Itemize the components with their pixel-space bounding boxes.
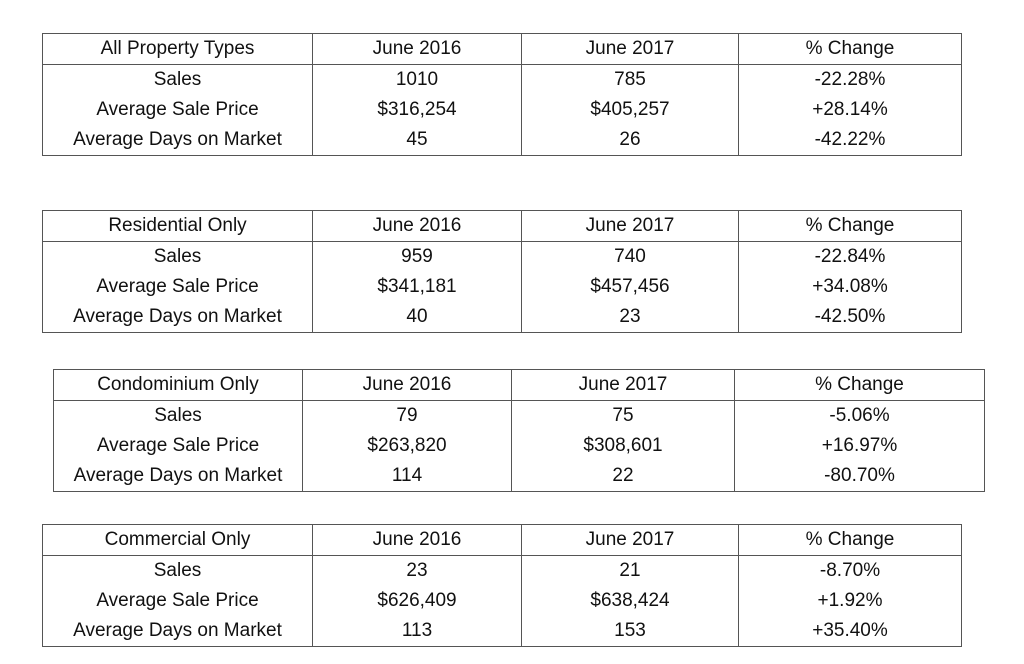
table-all-property-types: All Property Types June 2016 June 2017 %…: [42, 33, 962, 156]
table-row-average-days-on-market: Average Days on Market 113 153 +35.40%: [42, 616, 962, 647]
value-june-2017: $308,601: [511, 431, 735, 461]
value-june-2016: 79: [302, 400, 512, 431]
column-header-percent-change: % Change: [738, 33, 962, 65]
column-header-june-2017: June 2017: [521, 524, 739, 556]
value-percent-change: -8.70%: [738, 555, 962, 586]
value-june-2017: 785: [521, 64, 739, 95]
table-row-average-sale-price: Average Sale Price $626,409 $638,424 +1.…: [42, 586, 962, 616]
value-percent-change: +16.97%: [734, 431, 985, 461]
row-label: Sales: [42, 64, 313, 95]
value-june-2017: 21: [521, 555, 739, 586]
value-percent-change: +34.08%: [738, 272, 962, 302]
value-june-2016: 23: [312, 555, 522, 586]
value-june-2017: $457,456: [521, 272, 739, 302]
column-header-june-2016: June 2016: [312, 33, 522, 65]
column-header-percent-change: % Change: [738, 210, 962, 242]
value-june-2016: 40: [312, 302, 522, 333]
value-june-2016: 113: [312, 616, 522, 647]
column-header-june-2017: June 2017: [521, 210, 739, 242]
value-june-2017: 22: [511, 461, 735, 492]
value-june-2016: $626,409: [312, 586, 522, 616]
table-row-average-sale-price: Average Sale Price $263,820 $308,601 +16…: [53, 431, 985, 461]
value-june-2017: $638,424: [521, 586, 739, 616]
value-june-2016: $316,254: [312, 95, 522, 125]
table-commercial-only: Commercial Only June 2016 June 2017 % Ch…: [42, 524, 962, 647]
table-row-average-days-on-market: Average Days on Market 40 23 -42.50%: [42, 302, 962, 333]
table-title: All Property Types: [42, 33, 313, 65]
table-row-average-sale-price: Average Sale Price $316,254 $405,257 +28…: [42, 95, 962, 125]
row-label: Average Sale Price: [42, 272, 313, 302]
value-percent-change: +1.92%: [738, 586, 962, 616]
value-june-2017: 75: [511, 400, 735, 431]
table-row-sales: Sales 959 740 -22.84%: [42, 241, 962, 272]
value-percent-change: +28.14%: [738, 95, 962, 125]
value-june-2016: 45: [312, 125, 522, 156]
value-percent-change: -42.22%: [738, 125, 962, 156]
column-header-june-2016: June 2016: [312, 210, 522, 242]
value-percent-change: -22.84%: [738, 241, 962, 272]
row-label: Average Days on Market: [42, 125, 313, 156]
table-header-row: Residential Only June 2016 June 2017 % C…: [42, 210, 962, 242]
row-label: Average Sale Price: [42, 586, 313, 616]
column-header-june-2016: June 2016: [302, 369, 512, 401]
column-header-percent-change: % Change: [734, 369, 985, 401]
table-row-sales: Sales 1010 785 -22.28%: [42, 64, 962, 95]
value-percent-change: -5.06%: [734, 400, 985, 431]
table-row-average-sale-price: Average Sale Price $341,181 $457,456 +34…: [42, 272, 962, 302]
row-label: Sales: [42, 241, 313, 272]
value-percent-change: -80.70%: [734, 461, 985, 492]
table-header-row: All Property Types June 2016 June 2017 %…: [42, 33, 962, 65]
value-june-2016: 114: [302, 461, 512, 492]
table-header-row: Condominium Only June 2016 June 2017 % C…: [53, 369, 985, 401]
value-june-2016: $341,181: [312, 272, 522, 302]
value-june-2017: 153: [521, 616, 739, 647]
column-header-june-2017: June 2017: [521, 33, 739, 65]
table-title: Condominium Only: [53, 369, 303, 401]
column-header-june-2016: June 2016: [312, 524, 522, 556]
table-row-sales: Sales 23 21 -8.70%: [42, 555, 962, 586]
row-label: Average Days on Market: [42, 616, 313, 647]
row-label: Average Days on Market: [53, 461, 303, 492]
table-row-sales: Sales 79 75 -5.06%: [53, 400, 985, 431]
table-title: Commercial Only: [42, 524, 313, 556]
row-label: Average Days on Market: [42, 302, 313, 333]
table-header-row: Commercial Only June 2016 June 2017 % Ch…: [42, 524, 962, 556]
column-header-percent-change: % Change: [738, 524, 962, 556]
value-june-2017: 23: [521, 302, 739, 333]
value-june-2016: 1010: [312, 64, 522, 95]
value-june-2016: $263,820: [302, 431, 512, 461]
column-header-june-2017: June 2017: [511, 369, 735, 401]
row-label: Average Sale Price: [53, 431, 303, 461]
value-percent-change: -42.50%: [738, 302, 962, 333]
value-june-2017: $405,257: [521, 95, 739, 125]
table-row-average-days-on-market: Average Days on Market 114 22 -80.70%: [53, 461, 985, 492]
value-percent-change: +35.40%: [738, 616, 962, 647]
value-percent-change: -22.28%: [738, 64, 962, 95]
value-june-2017: 26: [521, 125, 739, 156]
table-residential-only: Residential Only June 2016 June 2017 % C…: [42, 210, 962, 333]
value-june-2016: 959: [312, 241, 522, 272]
value-june-2017: 740: [521, 241, 739, 272]
table-row-average-days-on-market: Average Days on Market 45 26 -42.22%: [42, 125, 962, 156]
row-label: Sales: [42, 555, 313, 586]
table-title: Residential Only: [42, 210, 313, 242]
table-condominium-only: Condominium Only June 2016 June 2017 % C…: [53, 369, 985, 492]
row-label: Average Sale Price: [42, 95, 313, 125]
row-label: Sales: [53, 400, 303, 431]
